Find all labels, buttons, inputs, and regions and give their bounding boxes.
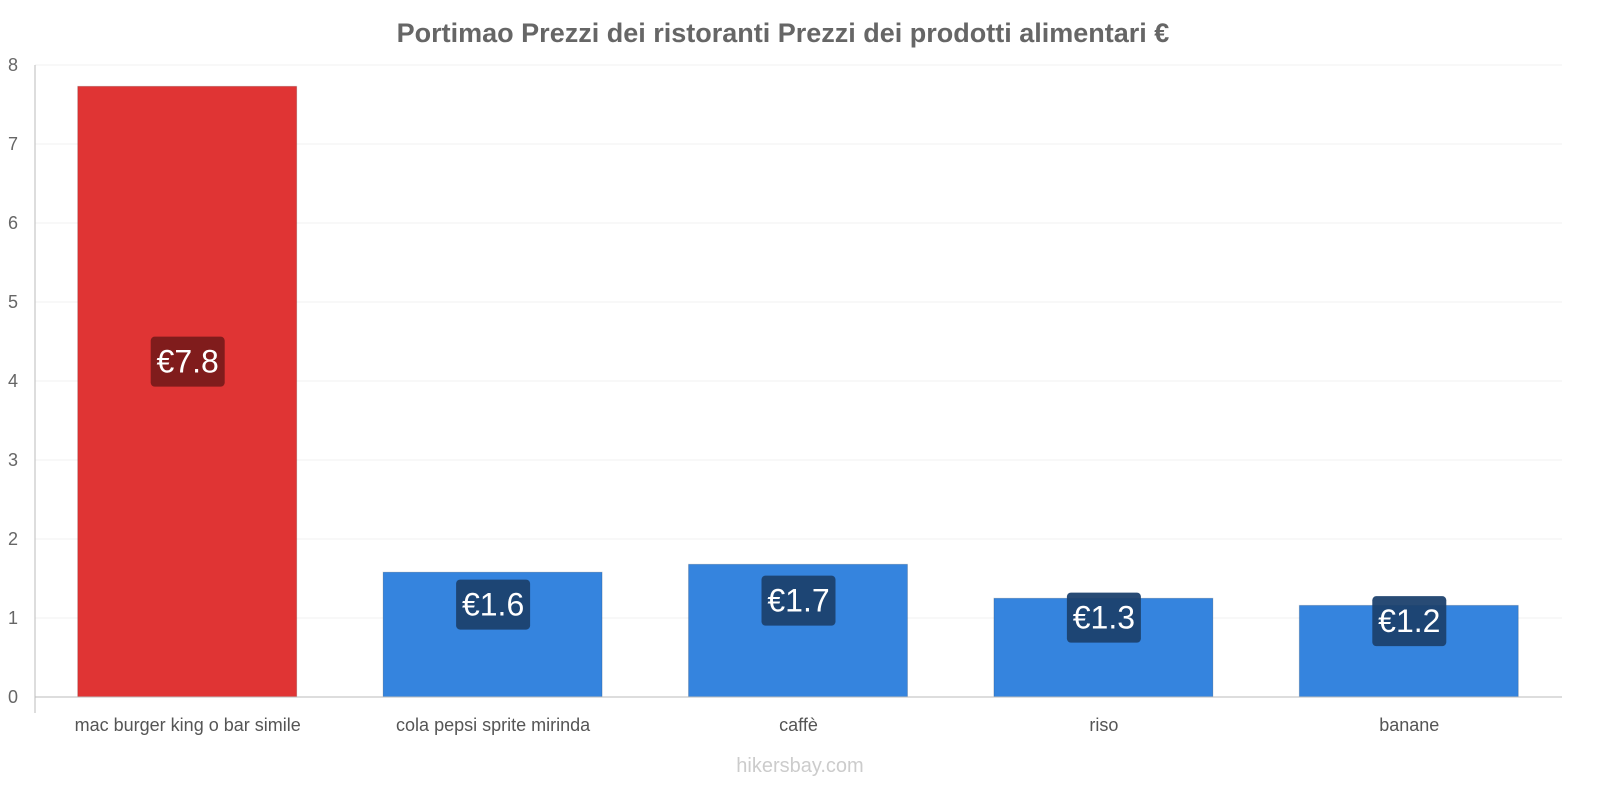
data-label-bg <box>150 336 225 387</box>
watermark: hikersbay.com <box>736 755 863 777</box>
data-label-bg <box>456 579 531 630</box>
data-label: €1.7 <box>767 583 829 619</box>
x-tick-label: cola pepsi sprite mirinda <box>396 715 591 735</box>
y-tick-label: 3 <box>8 450 18 470</box>
y-tick-label: 7 <box>8 134 18 154</box>
bar <box>77 85 298 698</box>
data-label: €1.6 <box>462 587 524 623</box>
data-label: €1.2 <box>1378 603 1440 639</box>
chart-title: Portimao Prezzi dei ristoranti Prezzi de… <box>397 18 1170 48</box>
data-label-bg <box>761 575 836 626</box>
data-label: €1.3 <box>1073 600 1135 636</box>
y-tick-label: 1 <box>8 608 18 628</box>
data-label-bg <box>1066 592 1141 643</box>
y-tick-label: 5 <box>8 292 18 312</box>
y-tick-label: 0 <box>8 687 18 707</box>
x-tick-label: riso <box>1089 715 1118 735</box>
x-tick-label: mac burger king o bar simile <box>75 715 301 735</box>
data-label: €7.8 <box>157 344 219 380</box>
y-tick-label: 4 <box>8 371 18 391</box>
y-tick-label: 6 <box>8 213 18 233</box>
y-tick-label: 2 <box>8 529 18 549</box>
y-tick-label: 8 <box>8 55 18 75</box>
x-tick-label: banane <box>1379 715 1439 735</box>
x-tick-label: caffè <box>779 715 818 735</box>
data-label-bg <box>1372 596 1447 647</box>
